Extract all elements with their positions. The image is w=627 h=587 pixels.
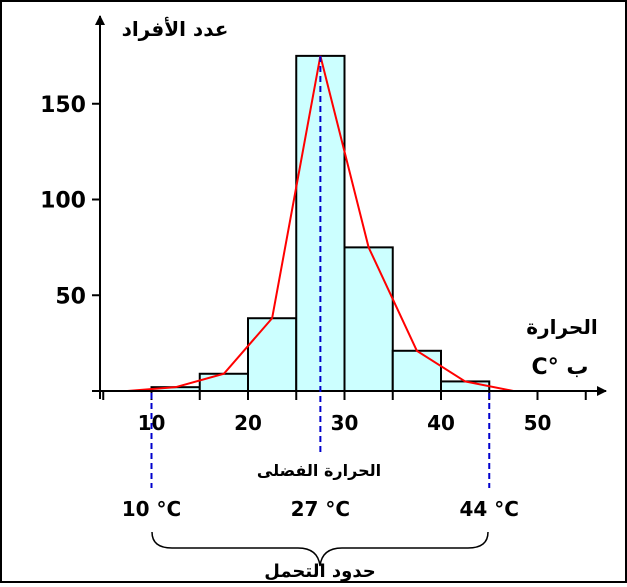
- temperature-marker-label: 10 °C: [122, 497, 181, 521]
- x-ticks: 10 20 30 40 50: [102, 391, 587, 435]
- tolerance-limits-label: حدود التحمل: [264, 561, 375, 582]
- histogram-bar: [440, 380, 491, 392]
- optimum-temperature-label: الحرارة الفضلى: [257, 461, 381, 480]
- x-axis-label-line2: ب °C: [532, 355, 589, 380]
- histogram-bar: [247, 317, 298, 393]
- y-tick-label: 150: [40, 93, 86, 118]
- x-tick-label: 20: [234, 411, 262, 435]
- temperature-marker-label: 44 °C: [460, 497, 519, 521]
- tolerance-brace: [151, 531, 489, 567]
- x-tick-label: 50: [524, 411, 552, 435]
- y-tick-label: 50: [55, 284, 86, 309]
- histogram-bar: [198, 372, 249, 393]
- x-tick-label: 30: [331, 411, 359, 435]
- temperature-marker-label: 27 °C: [291, 497, 350, 521]
- y-axis-label: عدد الأفراد: [122, 16, 229, 41]
- y-tick-label: 100: [40, 189, 86, 214]
- x-tick-label: 40: [427, 411, 455, 435]
- histogram-bar: [391, 349, 442, 393]
- x-axis-label-line1: الحرارة: [526, 315, 597, 339]
- temperature-markers: 10 °C 27 °C 44 °C: [122, 56, 519, 521]
- histogram-bar: [343, 246, 394, 392]
- y-ticks: 50 100 150: [40, 93, 100, 309]
- frequency-polygon: [127, 55, 514, 392]
